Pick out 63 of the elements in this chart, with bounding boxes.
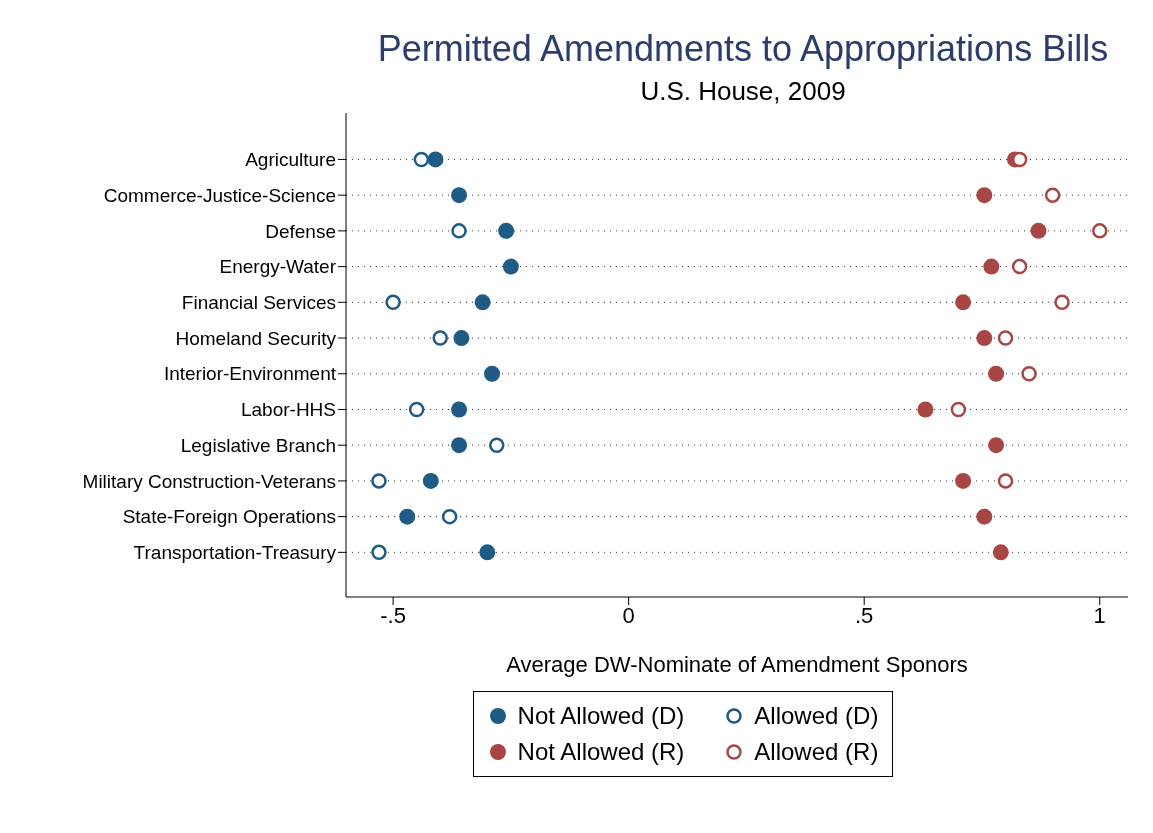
point <box>976 330 993 347</box>
x-axis-title: Average DW-Nominate of Amendment Sponors <box>506 652 968 677</box>
y-tick-label: Transportation-Treasury <box>133 542 337 564</box>
y-tick-label: Agriculture <box>245 149 336 171</box>
point <box>441 508 458 525</box>
y-tick-label: Interior-Environment <box>163 363 337 385</box>
point <box>997 330 1014 346</box>
x-tick-label: 0 <box>622 602 635 628</box>
y-tick-label: Legislative Branch <box>180 434 336 456</box>
point <box>413 151 430 168</box>
point <box>451 437 468 454</box>
point <box>1091 223 1108 239</box>
y-tick-label: Military Construction-Veterans <box>82 470 336 492</box>
point <box>474 294 491 311</box>
point <box>408 401 425 418</box>
y-tick-label: Financial Services <box>181 292 336 314</box>
x-tick-label: .5 <box>855 602 874 628</box>
point <box>453 330 470 347</box>
point <box>1054 294 1070 311</box>
point <box>1030 222 1047 239</box>
point <box>976 187 993 204</box>
point <box>955 294 972 311</box>
point <box>489 437 505 453</box>
point <box>976 508 993 525</box>
legend-label: Allowed (D) <box>754 702 879 730</box>
point <box>1044 187 1061 203</box>
point <box>983 258 1000 275</box>
point <box>451 187 468 204</box>
y-tick-label: Labor-HHS <box>240 399 336 421</box>
chart-title: Permitted Amendments to Appropriations Bills <box>376 28 1110 70</box>
point <box>955 472 972 489</box>
point <box>399 508 416 525</box>
x-tick-label: -.5 <box>380 602 406 628</box>
point <box>917 401 934 418</box>
chart-subtitle: U.S. House, 2009 <box>639 76 847 107</box>
y-tick-label: Homeland Security <box>175 327 337 349</box>
point <box>1011 258 1028 275</box>
point <box>371 544 387 561</box>
point <box>427 151 444 168</box>
point <box>502 258 519 275</box>
point <box>385 294 401 311</box>
y-tick-label: Energy-Water <box>219 256 337 278</box>
point <box>451 223 467 239</box>
point <box>371 473 387 489</box>
y-tick-label: Defense <box>265 220 336 242</box>
point <box>432 330 448 346</box>
y-tick-label: State-Foreign Operations <box>122 506 336 528</box>
legend-label: Not Allowed (R) <box>517 738 685 766</box>
point <box>988 437 1005 454</box>
point <box>1021 366 1037 382</box>
point <box>479 544 496 561</box>
point <box>988 365 1005 382</box>
point <box>950 401 967 418</box>
legend-label: Allowed (R) <box>754 738 879 766</box>
point <box>451 401 468 418</box>
point <box>422 472 439 489</box>
point <box>498 222 515 239</box>
point <box>992 544 1009 561</box>
point <box>997 473 1014 489</box>
point <box>484 365 501 382</box>
y-tick-label: Commerce-Justice-Science <box>103 184 336 206</box>
legend-label: Not Allowed (D) <box>517 702 685 730</box>
x-tick-label: 1 <box>1093 602 1106 628</box>
